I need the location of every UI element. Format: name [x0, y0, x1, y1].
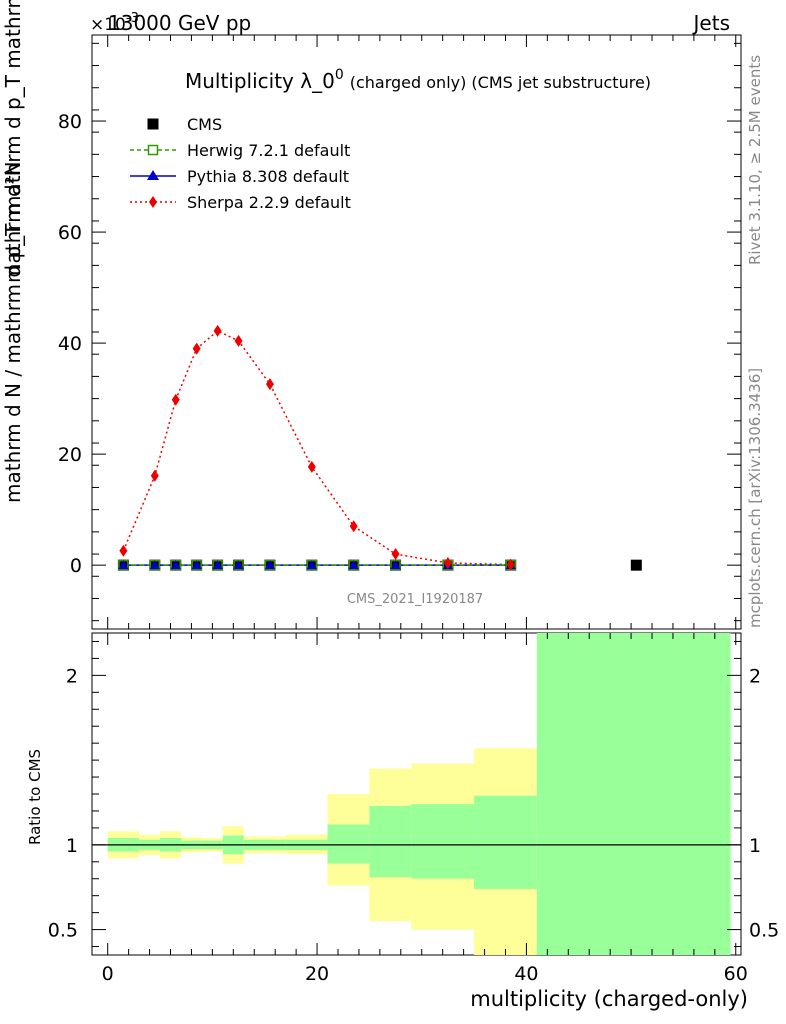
- pythia-point: [191, 560, 202, 570]
- rivet-version-text: Rivet 3.1.10, ≥ 2.5M events: [746, 55, 764, 265]
- sherpa-point: [171, 393, 180, 406]
- ratio-inner-band-10: [411, 804, 475, 879]
- sherpa-point: [391, 548, 400, 561]
- sherpa-point: [192, 342, 201, 355]
- ratio-inner-band-12: [536, 633, 731, 955]
- pythia-point: [170, 560, 181, 570]
- ratio-y-axis-label: Ratio to CMS: [26, 749, 44, 845]
- legend-label: Herwig 7.2.1 default: [187, 141, 350, 160]
- pythia-point: [233, 560, 244, 570]
- ratio-y-tick-label: 0.5: [48, 920, 78, 942]
- main-y-tick-label: 20: [58, 444, 82, 466]
- ratio-y-tick-label-right: 1: [749, 835, 761, 857]
- main-y-axis-label: mathrm d N / mathrm d p_T mathrm d²N mat…: [1, 0, 25, 503]
- legend-label: Sherpa 2.2.9 default: [187, 193, 351, 212]
- ratio-uncertainty-bands: [92, 633, 741, 955]
- sherpa-point: [506, 558, 515, 571]
- header-process: Jets: [692, 11, 730, 35]
- pythia-point: [212, 560, 223, 570]
- legend-label: Pythia 8.308 default: [187, 167, 349, 186]
- svg-text:mathrm d²N: mathrm d²N: [1, 161, 25, 283]
- sherpa-point: [213, 324, 222, 337]
- main-y-tick-label: 0: [70, 555, 82, 577]
- sherpa-point: [349, 520, 358, 533]
- svg-text:mathrm d p_T mathrm d lambda: mathrm d p_T mathrm d lambda: [1, 0, 25, 215]
- cms-point: [630, 559, 642, 571]
- sherpa-point: [443, 556, 452, 569]
- pythia-point: [264, 560, 275, 570]
- main-axes: 0 20 40 60 80: [58, 42, 741, 622]
- legend-marker-herwig: [147, 144, 159, 156]
- ratio-axes: 0 20 40 600.5 0.51 12 2: [48, 35, 779, 985]
- data-series: [117, 324, 642, 571]
- legend-marker-sherpa: [149, 196, 157, 208]
- sherpa-line: [122, 330, 511, 566]
- sherpa-point: [307, 460, 316, 473]
- legend-marker-pythia: [147, 170, 159, 180]
- header-energy: 13000 GeV pp: [108, 11, 251, 35]
- x-tick-label: 20: [305, 963, 329, 985]
- sherpa-point: [234, 334, 243, 347]
- ratio-inner-band-8: [327, 824, 370, 864]
- main-y-tick-label: 40: [58, 333, 82, 355]
- pythia-point: [390, 560, 401, 570]
- x-tick-label: 40: [514, 963, 538, 985]
- main-y-tick-label: 60: [58, 222, 82, 244]
- legend-marker-cms: [147, 118, 159, 130]
- ratio-y-tick-label-right: 0.5: [749, 920, 779, 942]
- exponent-label: ×10-3: [90, 11, 139, 35]
- ratio-inner-band-9: [369, 805, 412, 878]
- chart-title: Multiplicity λ_00 (charged only) (CMS jet…: [185, 67, 651, 93]
- svg-text:mathrm d N / mathrm d p_T: mathrm d N / mathrm d p_T: [1, 223, 25, 503]
- pythia-point: [149, 560, 160, 570]
- x-tick-label: 60: [724, 963, 748, 985]
- ratio-inner-band-11: [474, 795, 537, 889]
- ratio-y-tick-label: 1: [66, 835, 78, 857]
- pythia-point: [118, 560, 129, 570]
- mcplots-reference-text: mcplots.cern.ch [arXiv:1306.3436]: [746, 368, 764, 628]
- pythia-point: [306, 560, 317, 570]
- analysis-watermark: CMS_2021_I1920187: [347, 592, 483, 607]
- sherpa-point: [150, 469, 159, 482]
- ratio-y-tick-label-right: 2: [749, 665, 761, 687]
- sherpa-point: [265, 378, 274, 391]
- ratio-y-tick-label: 2: [66, 665, 78, 687]
- legend-label: CMS: [187, 115, 222, 134]
- x-axis-label: multiplicity (charged-only): [470, 987, 748, 1011]
- x-tick-label: 0: [102, 963, 114, 985]
- sherpa-point: [119, 544, 128, 557]
- pythia-point: [348, 560, 359, 570]
- legend: CMS Herwig 7.2.1 default Pythia 8.308 defa…: [130, 115, 351, 212]
- main-y-tick-label: 80: [58, 111, 82, 133]
